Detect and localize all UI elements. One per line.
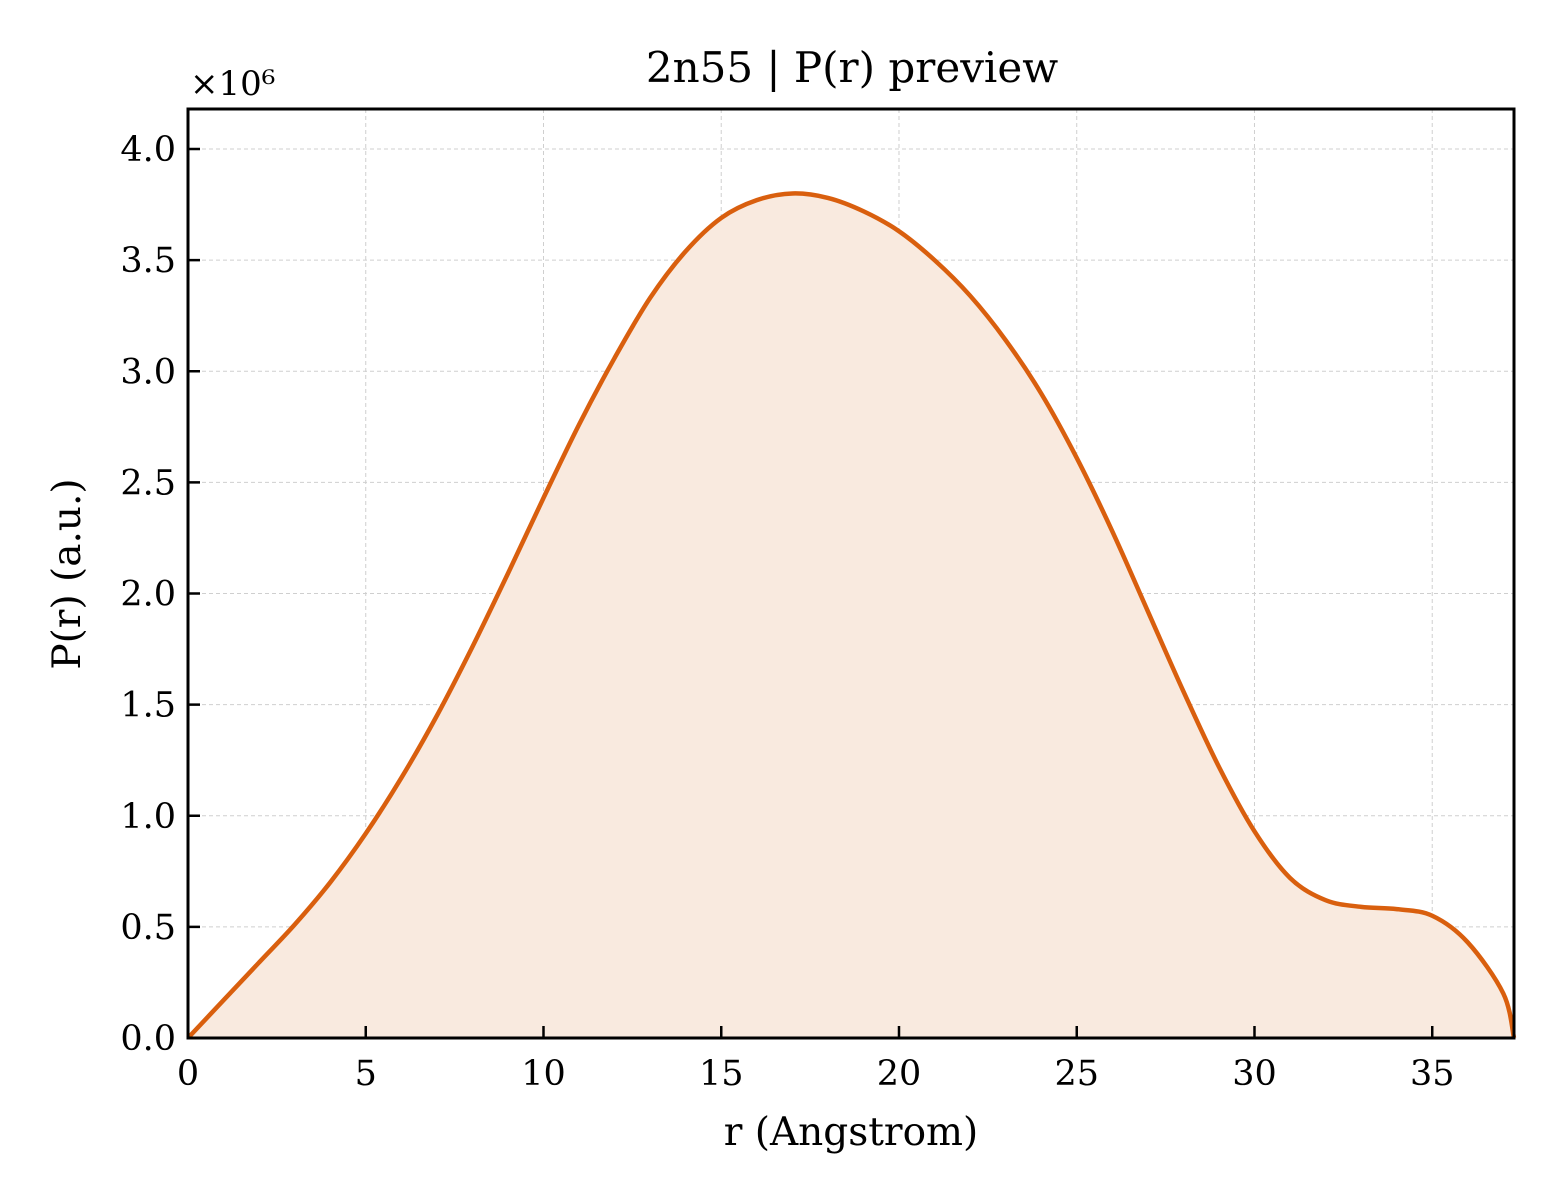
y-tick-label: 1.0 xyxy=(120,797,176,837)
y-tick-label: 0.5 xyxy=(120,908,176,948)
x-axis: 0 5 10 15 20 25 30 35 xyxy=(177,1026,1455,1094)
y-tick-label: 0.0 xyxy=(120,1019,176,1059)
x-tick-label: 10 xyxy=(521,1054,566,1094)
x-tick-label: 5 xyxy=(355,1054,377,1094)
y-tick-label: 2.0 xyxy=(120,575,176,615)
plot-frame xyxy=(186,107,1516,1040)
area-fill xyxy=(188,193,1514,1038)
y-axis: 0.0 0.5 1.0 1.5 2.0 2.5 3.0 3.5 4.0 xyxy=(120,130,200,1059)
y-tick-label: 3.5 xyxy=(120,241,176,281)
x-axis-title: r (Angstrom) xyxy=(724,1110,979,1155)
y-tick-label: 4.0 xyxy=(120,130,176,170)
x-tick-label: 25 xyxy=(1054,1054,1099,1094)
y-multiplier-label: ×10⁶ xyxy=(190,64,275,104)
x-tick-label: 0 xyxy=(177,1054,199,1094)
x-tick-label: 15 xyxy=(699,1054,744,1094)
y-tick-label: 2.5 xyxy=(120,463,176,503)
x-tick-label: 20 xyxy=(877,1054,922,1094)
series-line xyxy=(186,191,1517,1040)
y-axis-title: P(r) (a.u.) xyxy=(45,478,90,669)
chart-title: 2n55 | P(r) preview xyxy=(646,43,1058,92)
x-tick-label: 35 xyxy=(1410,1054,1455,1094)
x-tick-label: 30 xyxy=(1232,1054,1277,1094)
y-tick-label: 3.0 xyxy=(120,352,176,392)
y-tick-label: 1.5 xyxy=(120,686,176,726)
